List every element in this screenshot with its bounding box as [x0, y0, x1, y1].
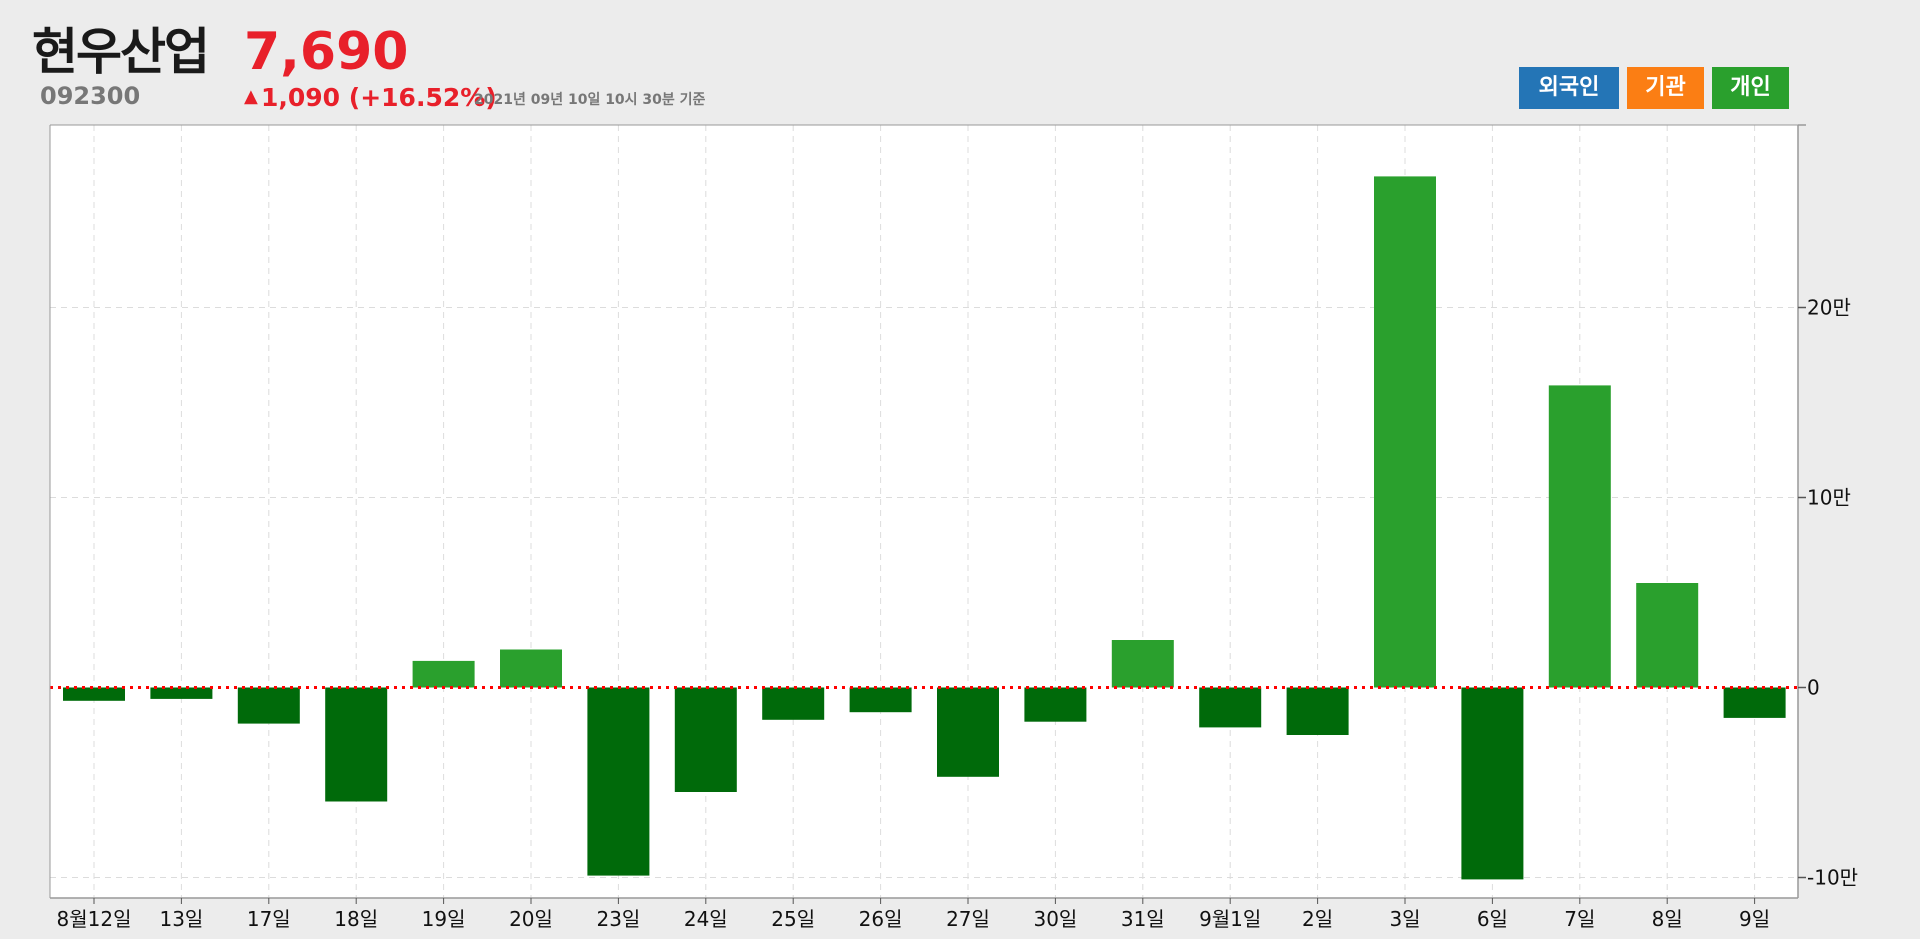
individual-button[interactable]: 개인: [1712, 67, 1789, 109]
stock-name: 현우산업: [32, 23, 210, 81]
x-tick-label: 17일: [247, 907, 291, 931]
x-tick-label: 2일: [1302, 907, 1333, 931]
plot-area: [50, 125, 1798, 898]
x-tick-label: 3일: [1389, 907, 1420, 931]
foreign-button[interactable]: 외국인: [1519, 67, 1619, 109]
bar: [1548, 385, 1611, 688]
current-price: 7,690: [244, 22, 409, 82]
up-arrow-icon: ▲: [244, 86, 258, 107]
y-tick-label: 20만: [1807, 296, 1851, 320]
x-tick-label: 13일: [159, 907, 203, 931]
bar: [587, 687, 650, 876]
bar: [500, 649, 562, 688]
x-tick-label: 30일: [1033, 907, 1077, 931]
as-of-timestamp: 2021년 09년 10일 10시 30분 기준: [474, 92, 706, 108]
x-tick-label: 25일: [771, 907, 815, 931]
bar: [849, 687, 912, 713]
x-tick-label: 31일: [1121, 907, 1165, 931]
bar: [1199, 687, 1262, 728]
bar: [1024, 687, 1087, 722]
bar: [1636, 583, 1699, 688]
bar: [1723, 687, 1786, 718]
x-tick-label: 8일: [1652, 907, 1683, 931]
price-change-text: 1,090 (+16.52%): [261, 83, 497, 112]
bar: [1111, 640, 1174, 688]
x-tick-label: 9일: [1739, 907, 1770, 931]
bar: [237, 687, 300, 724]
institution-button[interactable]: 기관: [1627, 67, 1704, 109]
x-tick-label: 8월12일: [57, 907, 132, 931]
x-tick-label: 27일: [946, 907, 990, 931]
x-tick-label: 19일: [422, 907, 466, 931]
header: 현우산업 7,690 092300 ▲ 1,090 (+16.52%) 2021…: [0, 0, 1920, 125]
bar: [1461, 687, 1524, 880]
y-tick-label: 10만: [1807, 486, 1851, 510]
x-tick-label: 20일: [509, 907, 553, 931]
bar: [150, 687, 213, 699]
x-tick-label: 23일: [596, 907, 640, 931]
bar: [1286, 687, 1349, 735]
stock-code: 092300: [40, 82, 141, 110]
y-tick-label: -10만: [1807, 866, 1858, 890]
y-tick-label: 0: [1807, 676, 1820, 700]
bar: [1374, 176, 1436, 688]
bar: [63, 687, 125, 701]
x-tick-label: 6일: [1477, 907, 1508, 931]
bar: [674, 687, 737, 792]
bar: [412, 660, 475, 688]
x-tick-label: 18일: [334, 907, 378, 931]
bar: [937, 687, 999, 777]
x-tick-label: 7일: [1564, 907, 1595, 931]
x-tick-label: 9월1일: [1199, 907, 1261, 931]
bar: [762, 687, 825, 720]
x-tick-label: 26일: [859, 907, 903, 931]
x-tick-label: 24일: [684, 907, 728, 931]
bar: [325, 687, 388, 802]
